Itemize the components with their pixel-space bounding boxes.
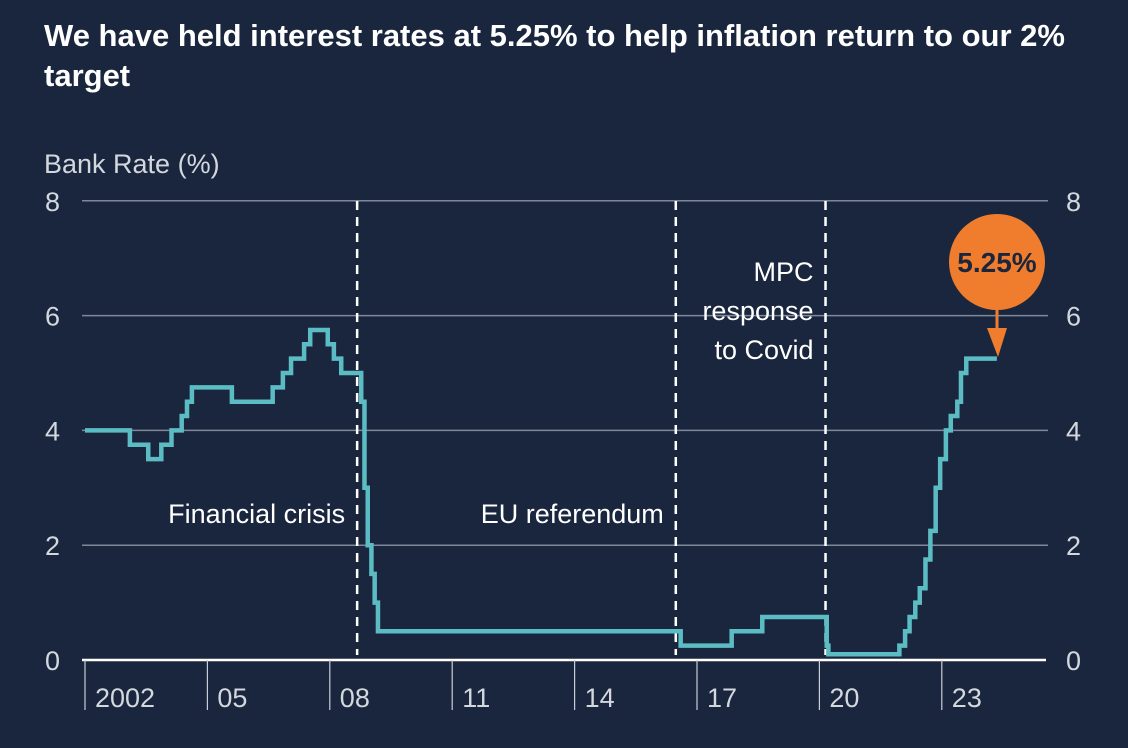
x-tick-label: 2002 <box>95 683 155 713</box>
x-tick-label: 08 <box>340 683 370 713</box>
event-label: to Covid <box>714 335 813 365</box>
event-label: MPC <box>754 257 814 287</box>
x-tick-label: 14 <box>585 683 615 713</box>
callout-label: 5.25% <box>957 247 1036 278</box>
y-tick-label-left: 4 <box>45 416 60 446</box>
callout-arrow-head <box>987 328 1007 357</box>
event-label: response <box>702 296 813 326</box>
bank-rate-line <box>85 327 997 657</box>
event-label: EU referendum <box>481 499 664 529</box>
y-tick-label-left: 6 <box>45 302 60 332</box>
y-tick-label-left: 2 <box>45 531 60 561</box>
y-tick-label-right: 6 <box>1066 302 1081 332</box>
y-tick-label-right: 8 <box>1066 187 1081 217</box>
y-tick-label-right: 0 <box>1066 646 1081 676</box>
x-tick-label: 05 <box>217 683 247 713</box>
y-tick-label-left: 0 <box>45 646 60 676</box>
chart-title: We have held interest rates at 5.25% to … <box>44 18 1065 93</box>
x-tick-label: 11 <box>462 683 490 713</box>
y-tick-label-right: 2 <box>1066 531 1081 561</box>
y-axis-label: Bank Rate (%) <box>44 149 220 179</box>
x-tick-label: 20 <box>829 683 859 713</box>
event-label: Financial crisis <box>168 499 345 529</box>
y-tick-label-right: 4 <box>1066 416 1081 446</box>
x-tick-label: 17 <box>707 683 737 713</box>
y-tick-label-left: 8 <box>45 187 60 217</box>
x-tick-label: 23 <box>952 683 982 713</box>
callout-bubble <box>949 214 1045 310</box>
